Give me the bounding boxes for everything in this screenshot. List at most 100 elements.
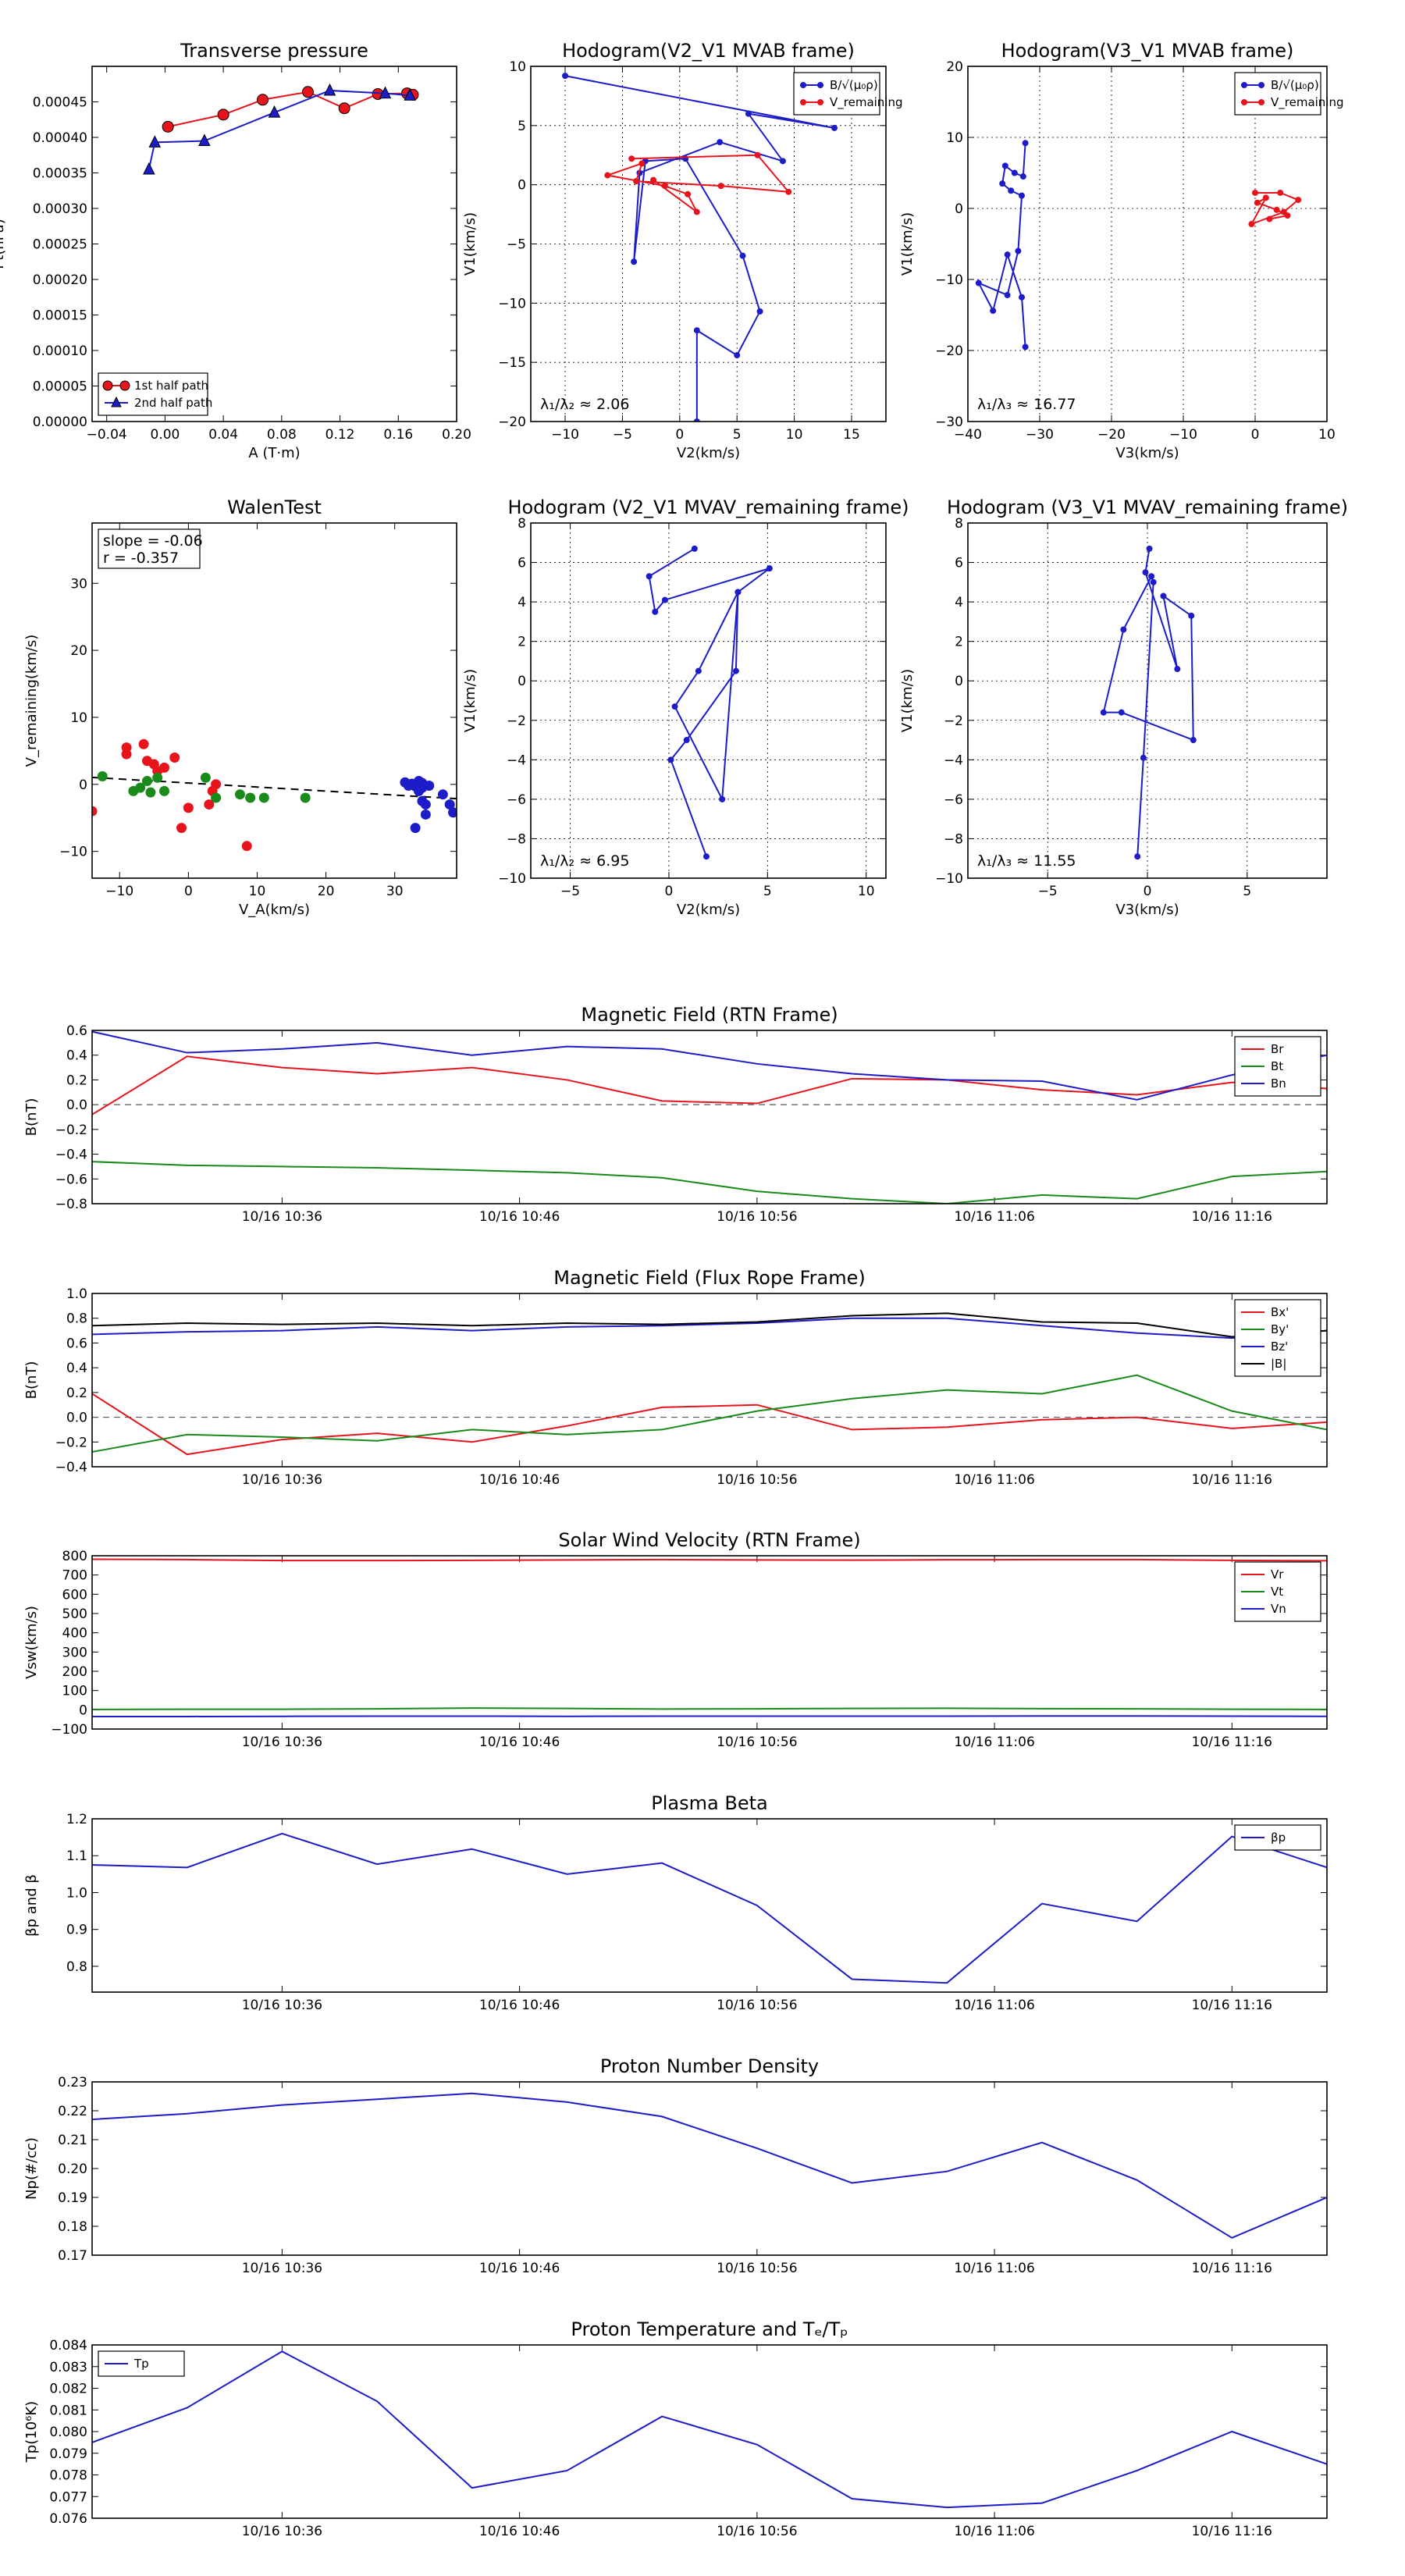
series-data [646, 546, 772, 859]
data-point [1002, 163, 1008, 169]
y-tick-label: 0.4 [66, 1361, 87, 1376]
y-tick-label: −20 [935, 343, 963, 359]
data-point [1140, 755, 1146, 760]
x-tick-label: −10 [1169, 427, 1197, 443]
data-point [1008, 188, 1014, 194]
x-tick-label: 10/16 11:16 [1192, 1209, 1272, 1225]
y-tick-label: 4 [955, 595, 963, 610]
plot-area [144, 84, 418, 174]
series-line [92, 1716, 1327, 1717]
y-tick-label: −0.2 [55, 1123, 87, 1138]
legend: βp [1235, 1825, 1321, 1850]
x-tick-label: 0.00 [150, 427, 180, 443]
x-tick-label: 0.04 [208, 427, 238, 443]
x-tick-label: 10/16 10:36 [242, 2524, 322, 2539]
chart-title: Solar Wind Velocity (RTN Frame) [558, 1529, 860, 1551]
chart-title: Transverse pressure [180, 40, 368, 62]
data-point [786, 189, 791, 194]
data-point [1101, 710, 1106, 715]
data-point [1285, 213, 1290, 219]
x-tick-label: −5 [560, 884, 580, 899]
series-data [400, 777, 458, 833]
data-point [235, 790, 244, 799]
x-tick-label: 0 [1144, 884, 1152, 899]
data-point [718, 183, 724, 189]
data-point [218, 109, 229, 120]
data-point [1005, 252, 1010, 258]
y-tick-label: 1.0 [66, 1286, 87, 1302]
chart-hodogram-v2v1-mvab: Hodogram(V2_V1 MVAB frame)−10 −5 0 5 10 15−20… [462, 40, 903, 461]
x-tick-label: 10 [1318, 427, 1336, 443]
legend-label: Bz' [1271, 1340, 1288, 1354]
x-axis-label: V2(km/s) [677, 902, 740, 918]
x-tick-label: 10 [786, 427, 803, 443]
x-tick-label: 10/16 10:56 [717, 1472, 797, 1488]
y-tick-label: −0.8 [55, 1197, 87, 1212]
legend-marker [120, 381, 130, 390]
legend-label: βp [1271, 1831, 1286, 1845]
y-axis-label: B(nT) [23, 1361, 40, 1400]
legend-marker [818, 83, 823, 88]
plot-frame [92, 1556, 1327, 1729]
y-tick-label: 0.20 [58, 2161, 87, 2177]
y-tick-label: 0.9 [66, 1923, 87, 1938]
chart-title: Hodogram(V2_V1 MVAB frame) [562, 40, 855, 62]
y-axis-label: V1(km/s) [462, 212, 478, 276]
data-point [692, 546, 697, 551]
y-tick-label: 0.19 [58, 2190, 87, 2206]
y-tick-label: −100 [51, 1722, 87, 1738]
series-line [92, 1708, 1327, 1710]
data-point [212, 793, 221, 802]
x-tick-label: 0 [665, 884, 674, 899]
plot-frame [92, 523, 457, 878]
series-line [92, 1393, 1327, 1454]
legend-label: Vn [1271, 1602, 1286, 1616]
y-tick-label: 0.00020 [33, 272, 87, 288]
x-tick-label: 0.08 [267, 427, 297, 443]
y-axis-label: V1(km/s) [899, 212, 916, 276]
data-point [695, 668, 701, 674]
series-v-remaining [605, 152, 791, 215]
x-tick-label: 10/16 10:36 [242, 1735, 322, 1750]
y-tick-label: 0.0 [66, 1098, 87, 1113]
data-point [1023, 141, 1028, 146]
series-line [92, 1162, 1327, 1204]
y-tick-label: −10 [935, 871, 963, 887]
legend-label: Vr [1271, 1567, 1284, 1582]
y-tick-label: 6 [955, 556, 963, 571]
data-point [717, 140, 723, 145]
chart-title: Hodogram (V2_V1 MVAV_remaining frame) [507, 496, 909, 518]
data-point [1143, 570, 1148, 575]
data-point [1012, 170, 1017, 176]
x-tick-label: 20 [318, 884, 335, 899]
data-point [651, 177, 656, 183]
chart-magnetic-field-flux-rope: Magnetic Field (Flux Rope Frame)10/16 10… [23, 1267, 1327, 1488]
data-point [755, 152, 760, 158]
chart-transverse-pressure: Transverse pressure −0.04 0.00 0.04 0.08 0.12… [0, 40, 471, 461]
x-tick-label: 10/16 10:36 [242, 2261, 322, 2276]
data-point [740, 253, 745, 258]
y-tick-label: 0.084 [49, 2338, 87, 2354]
data-point [976, 280, 981, 286]
x-tick-label: 10/16 10:46 [479, 1735, 560, 1750]
y-tick-label: −2 [507, 713, 526, 729]
series-line [92, 1318, 1327, 1338]
series-bt [92, 1162, 1327, 1204]
y-tick-label: −5 [507, 237, 526, 253]
x-tick-label: 10/16 10:56 [717, 1735, 797, 1750]
legend-label: Bt [1271, 1059, 1283, 1073]
legend-marker [103, 381, 112, 390]
legend-marker [1259, 83, 1264, 88]
y-tick-label: 0.22 [58, 2104, 87, 2119]
y-tick-label: 0.2 [66, 1073, 87, 1088]
data-point [653, 609, 658, 614]
legend: Tp [98, 2351, 184, 2376]
y-tick-label: 0 [955, 201, 963, 217]
data-point [634, 179, 639, 184]
ratio-annotation: λ₁/λ₂ ≈ 6.95 [540, 852, 629, 870]
y-tick-label: 1.1 [66, 1848, 87, 1864]
y-tick-label: 0.8 [66, 1959, 87, 1975]
x-tick-label: 10/16 10:46 [479, 1998, 560, 2013]
series-line [92, 1834, 1327, 1983]
series-bz- [92, 1318, 1327, 1338]
